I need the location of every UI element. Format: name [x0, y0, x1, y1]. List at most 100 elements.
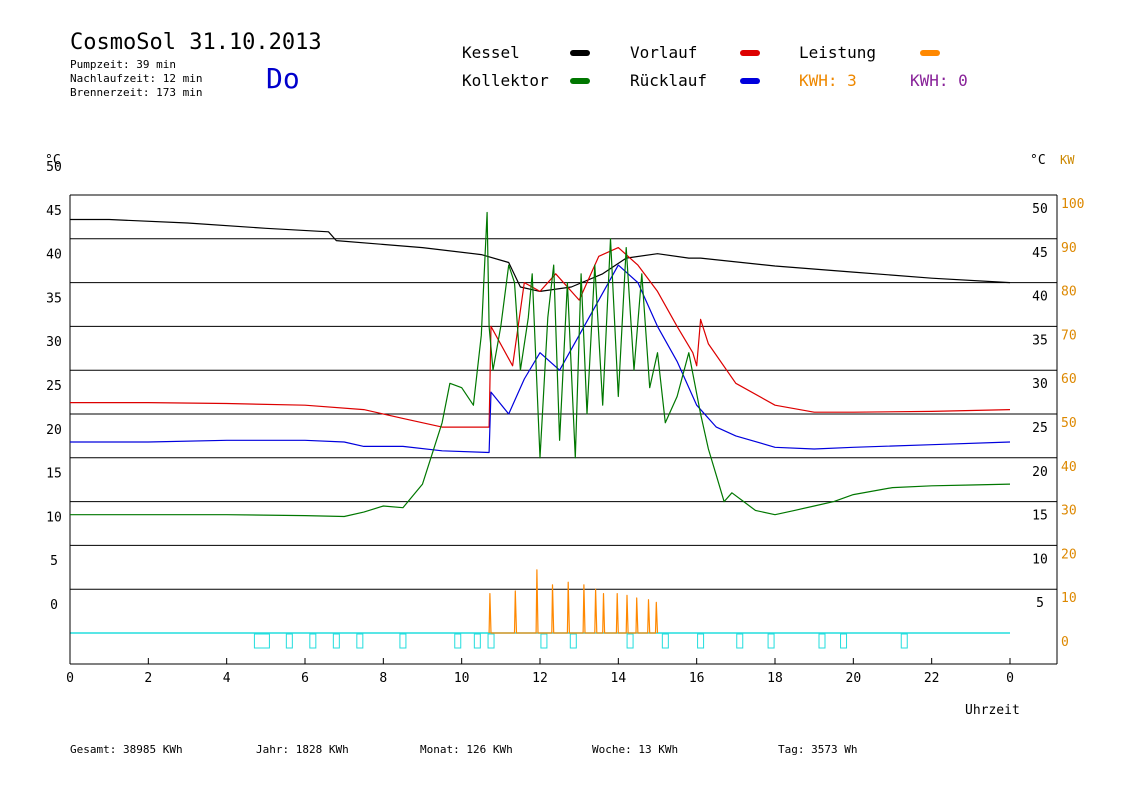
legend-kollektor-swatch [570, 78, 590, 84]
chart-series [70, 211, 1011, 634]
pump-marker [332, 633, 340, 649]
series-line-kessel [70, 218, 1011, 292]
x-tick-label: 0 [66, 671, 74, 686]
y-tick-label-left: 15 [46, 467, 62, 482]
x-axis-label: Uhrzeit [965, 703, 1020, 718]
pump-marker [840, 633, 848, 649]
y-tick-label-right-c: 25 [1032, 421, 1048, 436]
series-line-rcklauf [70, 264, 1011, 454]
y-tick-label-right-kw: 30 [1061, 504, 1077, 519]
pump-marker [473, 633, 481, 649]
pump-marker [661, 633, 669, 649]
y-tick-label-right-kw: 60 [1061, 372, 1077, 387]
legend-kessel-swatch [570, 50, 590, 56]
y-tick-label-right-c: 45 [1032, 246, 1048, 261]
pump-marker [253, 633, 270, 649]
y-tick-label-right-kw: 10 [1061, 591, 1077, 606]
y-tick-label-right-c: 40 [1032, 290, 1048, 305]
legend-kwh1-label: KWH: 3 [799, 71, 857, 90]
series-line-vorlauf [70, 247, 1011, 428]
x-tick-label: 12 [532, 671, 548, 686]
pump-marker [309, 633, 317, 649]
y-tick-label-right-kw: 80 [1061, 285, 1077, 300]
series-line-kollektor [70, 211, 1011, 518]
pump-marker [285, 633, 293, 649]
pumpzeit-label: Pumpzeit: 39 min [70, 58, 176, 71]
pump-markers [253, 633, 908, 649]
y-tick-label-right-kw: 20 [1061, 547, 1077, 562]
legend-ruecklauf-label: Rücklauf [630, 71, 708, 90]
x-tick-label: 8 [379, 671, 387, 686]
right-unit-kw-label: KW [1060, 153, 1075, 167]
y-tick-label-left: 50 [46, 160, 62, 175]
x-tick-label: 14 [611, 671, 627, 686]
footer-jahr: Jahr: 1828 KWh [256, 743, 349, 756]
legend-vorlauf-label: Vorlauf [630, 43, 698, 62]
pump-marker [569, 633, 577, 649]
x-tick-label: 4 [223, 671, 231, 686]
legend-kollektor-label: Kollektor [462, 71, 549, 90]
pump-marker [697, 633, 705, 649]
y-tick-label-right-c: 10 [1032, 552, 1048, 567]
chart-ticks: 0 2 4 6 8 10 12 14 16 18 20 22 005101520253035404550… [46, 160, 1084, 686]
y-tick-label-left: 20 [46, 423, 62, 438]
footer-tag: Tag: 3573 Wh [778, 743, 858, 756]
x-tick-label: 6 [301, 671, 309, 686]
x-tick-label: 10 [454, 671, 470, 686]
x-tick-label: 18 [767, 671, 783, 686]
pump-marker [487, 633, 495, 649]
brennerzeit-label: Brennerzeit: 173 min [70, 86, 203, 99]
pump-marker [900, 633, 908, 649]
y-tick-label-right-c: 15 [1032, 509, 1048, 524]
pump-marker [454, 633, 462, 649]
series-line-leistung [488, 569, 659, 634]
y-tick-label-right-c: 20 [1032, 465, 1048, 480]
nachlaufzeit-label: Nachlaufzeit: 12 min [70, 72, 203, 85]
legend-vorlauf-swatch [740, 50, 760, 56]
y-tick-label-left: 0 [50, 598, 58, 613]
x-tick-label: 16 [689, 671, 705, 686]
pump-marker [626, 633, 634, 649]
chart-grid [70, 194, 1057, 634]
y-tick-label-right-c: 30 [1032, 377, 1048, 392]
footer-woche: Woche: 13 KWh [592, 743, 679, 756]
y-tick-label-right-kw: 50 [1061, 416, 1077, 431]
y-tick-label-right-c: 5 [1036, 596, 1044, 611]
left-unit-label: °C [45, 153, 61, 168]
x-tick-label: 2 [144, 671, 152, 686]
y-tick-label-right-c: 50 [1032, 202, 1048, 217]
legend-leistung-label: Leistung [799, 43, 877, 62]
page-title: CosmoSol 31.10.2013 [70, 30, 322, 55]
y-tick-label-left: 30 [46, 335, 62, 350]
footer-gesamt: Gesamt: 38985 KWh [70, 743, 183, 756]
y-tick-label-right-kw: 40 [1061, 460, 1077, 475]
right-unit-c-label: °C [1030, 153, 1046, 168]
x-tick-label: 20 [846, 671, 862, 686]
legend-kwh2-label: KWH: 0 [910, 71, 968, 90]
pump-marker [767, 633, 775, 649]
footer-monat: Monat: 126 KWh [420, 743, 513, 756]
y-tick-label-left: 10 [46, 510, 62, 525]
y-tick-label-right-kw: 0 [1061, 635, 1069, 650]
x-tick-label: 0 [1006, 671, 1014, 686]
pump-marker [540, 633, 548, 649]
pump-marker [356, 633, 364, 649]
pump-marker [399, 633, 407, 649]
legend-kessel-label: Kessel [462, 43, 520, 62]
y-tick-label-right-kw: 70 [1061, 328, 1077, 343]
y-tick-label-left: 45 [46, 204, 62, 219]
y-tick-label-right-kw: 100 [1061, 197, 1084, 212]
y-tick-label-right-kw: 90 [1061, 241, 1077, 256]
y-tick-label-left: 35 [46, 291, 62, 306]
legend-ruecklauf-swatch [740, 78, 760, 84]
chart-axes [69, 195, 1058, 665]
pump-marker [818, 633, 826, 649]
y-tick-label-left: 25 [46, 379, 62, 394]
legend-leistung-swatch [920, 50, 940, 56]
y-tick-label-right-c: 35 [1032, 333, 1048, 348]
x-tick-label: 22 [924, 671, 940, 686]
pump-marker [736, 633, 744, 649]
y-tick-label-left: 5 [50, 554, 58, 569]
weekday-label: Do [266, 62, 300, 95]
